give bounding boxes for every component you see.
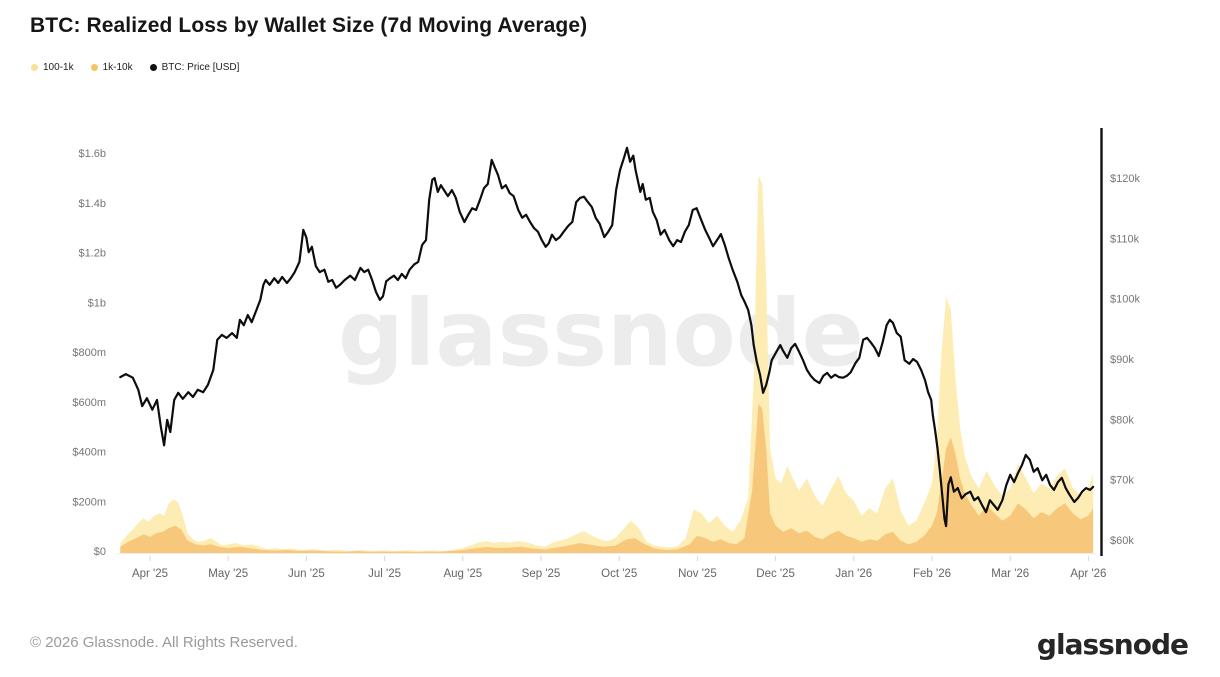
legend-item-100-1k[interactable]: 100-1k	[31, 62, 74, 73]
x-axis-tick-label: Sep '25	[522, 568, 561, 580]
left-axis-tick-label: $1.6b	[78, 148, 106, 160]
legend-label: 1k-10k	[102, 62, 133, 73]
right-axis-tick-label: $110k	[1110, 233, 1140, 245]
price-line-series	[119, 146, 1095, 528]
legend-dot-btc-price-icon	[149, 64, 157, 71]
x-axis-tick-label: Nov '25	[678, 568, 717, 580]
legend-label: BTC: Price [USD]	[161, 62, 240, 73]
legend-item-btc-price[interactable]: BTC: Price [USD]	[149, 62, 240, 73]
left-axis-tick-label: $400m	[72, 447, 106, 459]
x-axis-tick-label: Jan '26	[835, 568, 872, 580]
area-series-1k-10k	[120, 403, 1094, 553]
x-axis-tick-label: Dec '25	[756, 568, 795, 580]
legend-dot-100-1k-icon	[31, 64, 38, 71]
left-axis-tick-label: $200m	[72, 496, 106, 508]
left-axis-tick-label: $0	[94, 546, 106, 558]
right-axis-tick-label: $90k	[1110, 354, 1134, 366]
x-axis-tick-label: Apr '26	[1070, 568, 1106, 580]
x-axis-tick-label: Aug '25	[443, 568, 482, 580]
x-axis-tick-label: May '25	[208, 568, 248, 580]
legend-item-1k-10k[interactable]: 1k-10k	[90, 62, 133, 73]
page-title: BTC: Realized Loss by Wallet Size (7d Mo…	[30, 14, 588, 37]
left-axis-tick-label: $800m	[72, 347, 106, 359]
glassnode-watermark: glassnode	[338, 280, 864, 387]
x-axis-tick-label: Jul '25	[368, 568, 401, 580]
legend-dot-1k-10k-icon	[90, 64, 98, 71]
x-axis-tick-label: Mar '26	[991, 568, 1029, 580]
left-axis-tick-label: $1.4b	[78, 198, 106, 210]
right-axis-tick-label: $120k	[1110, 173, 1140, 185]
right-axis-tick-label: $60k	[1110, 535, 1134, 547]
legend-label: 100-1k	[43, 62, 74, 73]
right-axis-tick-label: $100k	[1110, 294, 1140, 306]
left-axis-tick-label: $1b	[88, 297, 106, 309]
x-axis-tick-label: Jun '25	[288, 568, 325, 580]
left-axis-tick-label: $1.2b	[78, 248, 106, 260]
right-axis-tick-label: $80k	[1110, 414, 1134, 426]
right-axis-tick-label: $70k	[1110, 475, 1134, 487]
x-axis-tick-label: Apr '25	[132, 568, 168, 580]
left-axis-tick-label: $600m	[72, 397, 106, 409]
copyright-text: © 2026 Glassnode. All Rights Reserved.	[30, 634, 298, 651]
glassnode-logo: glassnode	[1036, 628, 1189, 661]
legend: 100-1k 1k-10k BTC: Price [USD]	[31, 62, 239, 73]
x-axis-tick-label: Feb '26	[913, 568, 951, 580]
x-axis-tick-label: Oct '25	[601, 568, 637, 580]
